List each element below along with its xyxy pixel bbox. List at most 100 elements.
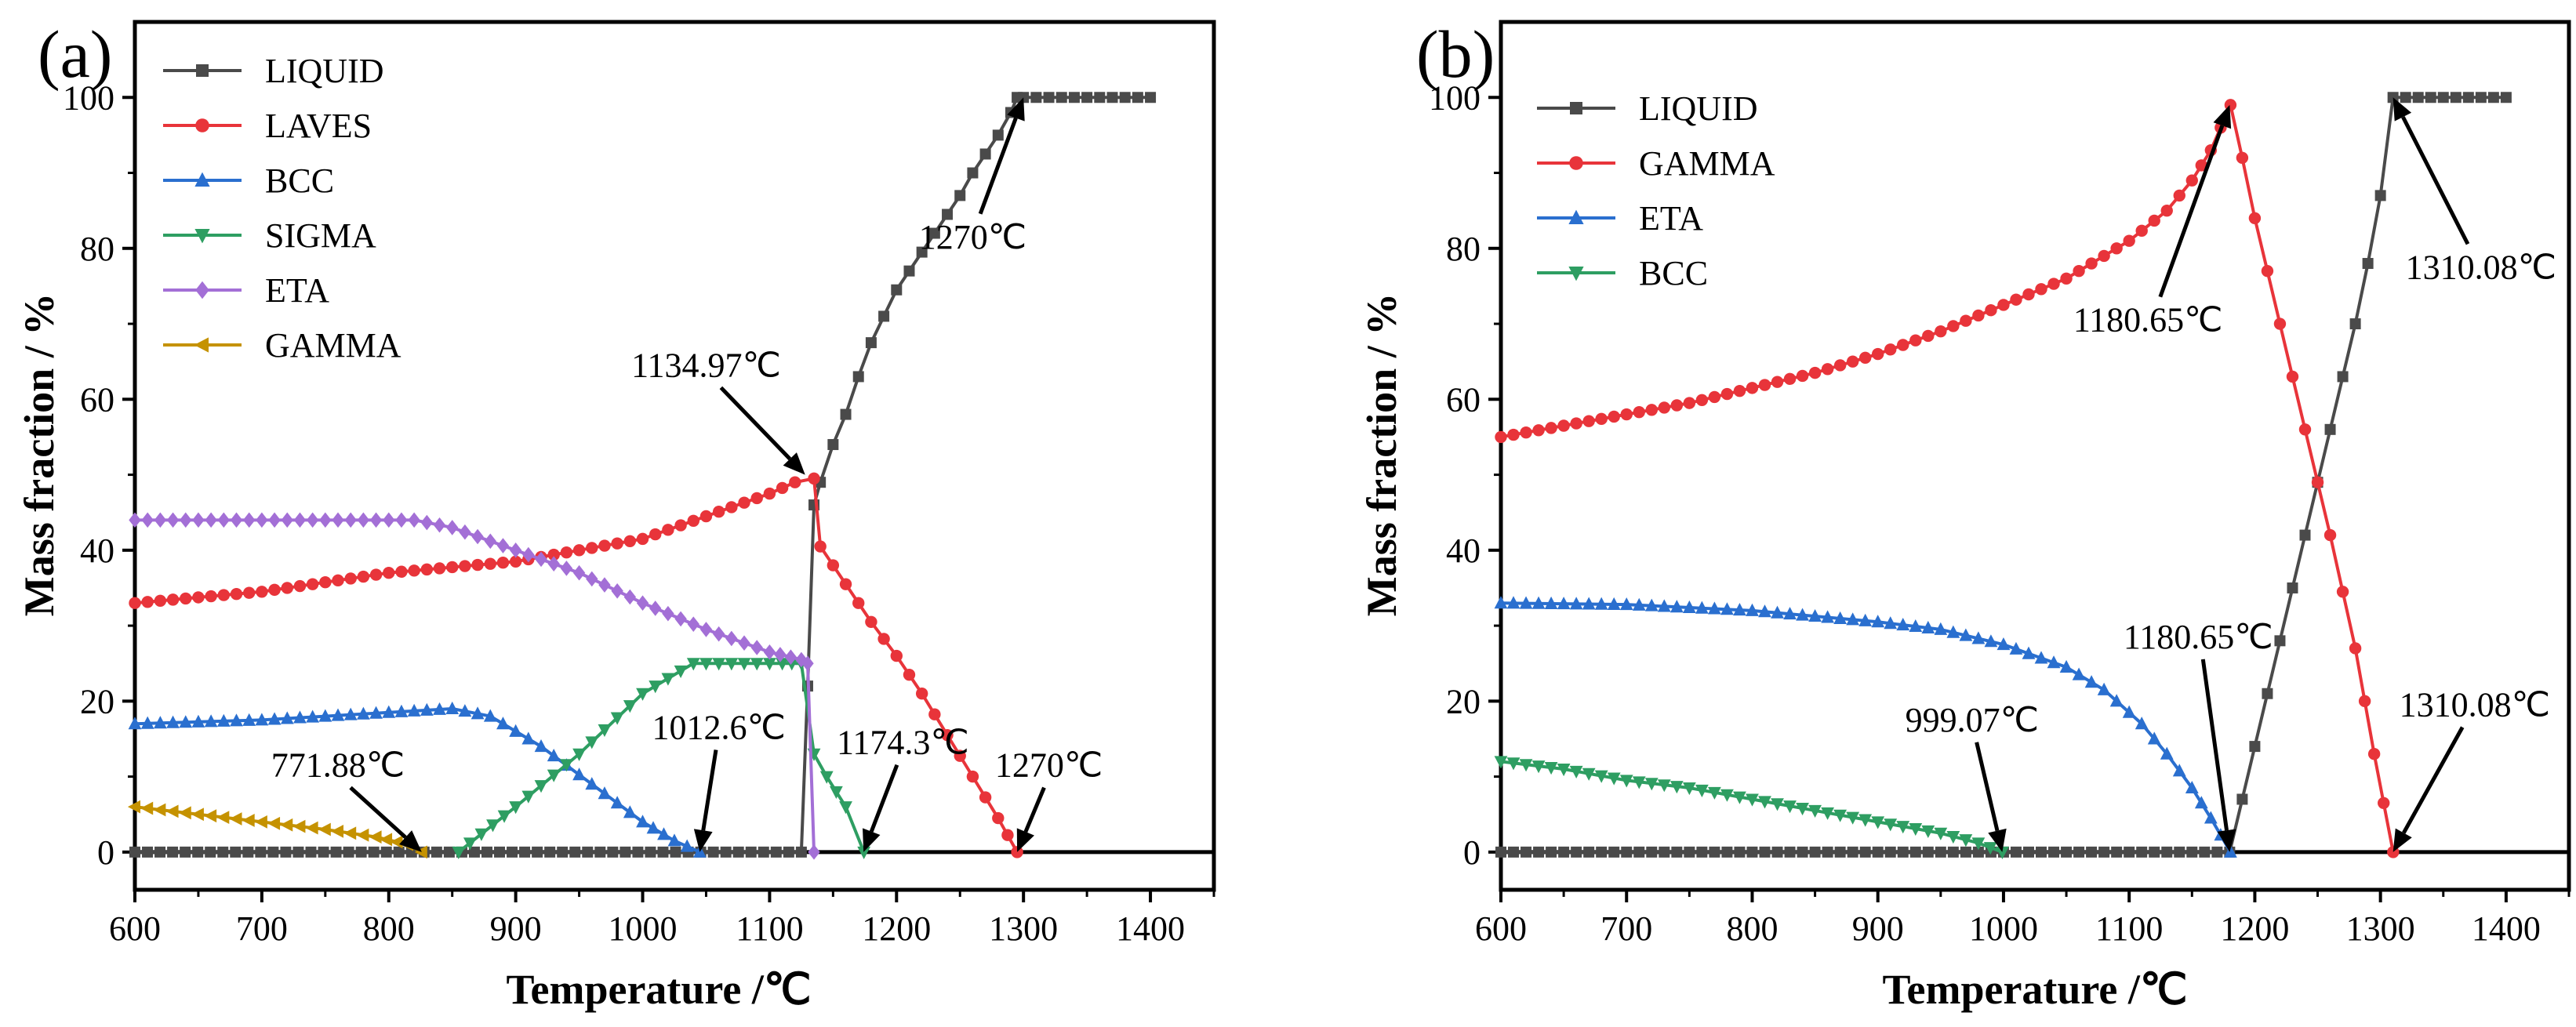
data-point: [586, 542, 598, 554]
data-point: [674, 519, 687, 532]
data-point: [452, 846, 466, 859]
annotation-arrow-shaft: [869, 764, 899, 833]
data-point: [1608, 410, 1620, 423]
data-point: [623, 805, 637, 818]
data-point: [2262, 688, 2273, 699]
data-point: [2085, 257, 2098, 270]
data-point: [1758, 604, 1771, 618]
data-point: [1884, 616, 1898, 630]
data-point: [1132, 92, 1143, 103]
data-point: [623, 589, 637, 605]
data-point: [598, 786, 612, 800]
data-point: [433, 562, 446, 575]
x-tick-label: 1400: [1116, 909, 1185, 948]
data-point: [585, 736, 599, 749]
data-point: [720, 846, 732, 858]
data-point: [1632, 597, 1646, 611]
data-point: [191, 714, 205, 728]
data-point: [1632, 776, 1646, 789]
data-point: [992, 129, 1004, 141]
panel-b: (b) Temperature /℃ Mass fraction / % 600…: [1358, 16, 2571, 1013]
data-point: [369, 706, 383, 719]
legend-marker: [195, 281, 209, 299]
data-point: [1872, 347, 1884, 361]
data-point: [1858, 613, 1873, 626]
data-point: [2022, 846, 2034, 858]
data-point: [2273, 318, 2287, 330]
annotation-arrow-shaft: [978, 117, 1018, 215]
data-point: [1696, 846, 1708, 858]
data-point: [408, 512, 420, 528]
data-point: [789, 476, 801, 488]
data-point: [827, 439, 839, 451]
data-point: [572, 544, 586, 557]
data-point: [292, 846, 304, 858]
data-point: [1846, 355, 1859, 368]
data-point: [1659, 846, 1670, 858]
data-point: [725, 501, 738, 514]
data-point: [318, 822, 331, 836]
data-point: [1947, 846, 1959, 858]
data-point: [1001, 829, 1014, 841]
data-point: [2161, 846, 2173, 858]
data-point: [598, 539, 611, 552]
data-point: [2124, 846, 2135, 858]
legend-label: BCC: [265, 161, 334, 200]
data-point: [1669, 781, 1684, 794]
data-point: [280, 846, 292, 858]
data-point: [857, 846, 871, 859]
data-point: [2425, 92, 2436, 103]
data-point: [471, 706, 485, 720]
annotation-arrow-head: [1988, 828, 2007, 852]
data-point: [1771, 605, 1784, 619]
data-point: [343, 846, 354, 858]
data-point: [369, 830, 382, 844]
data-point: [1507, 428, 1520, 441]
data-point: [1644, 778, 1659, 791]
data-point: [585, 777, 599, 790]
data-point: [2073, 264, 2085, 278]
data-point: [2400, 92, 2411, 103]
data-point: [330, 824, 344, 838]
data-point: [1043, 92, 1055, 103]
data-point: [1571, 846, 1582, 858]
data-point: [636, 815, 649, 828]
data-point: [1996, 637, 2011, 651]
data-point: [619, 846, 631, 858]
data-point: [280, 711, 294, 724]
data-point: [1884, 343, 1897, 356]
data-point: [763, 487, 776, 500]
annotation: 999.07℃: [1906, 701, 2039, 852]
data-point: [890, 649, 903, 662]
data-point: [547, 749, 561, 762]
annotation: 771.88℃: [271, 746, 422, 852]
data-point: [547, 548, 560, 561]
y-axis-title: Mass fraction / %: [16, 293, 63, 616]
legend-label: BCC: [1639, 254, 1708, 292]
data-point: [636, 532, 649, 546]
legend-marker: [1570, 102, 1582, 114]
data-point: [1960, 846, 1971, 858]
data-point: [1959, 834, 1973, 847]
panel-label: (b): [1416, 16, 1495, 92]
data-point: [1569, 765, 1583, 778]
data-point: [2236, 151, 2249, 164]
data-point: [2412, 92, 2424, 103]
data-point: [699, 658, 713, 671]
data-point: [1909, 619, 1923, 633]
data-point: [166, 715, 180, 728]
data-point: [1808, 366, 1822, 379]
x-tick-label: 800: [1726, 909, 1778, 948]
data-point: [745, 846, 757, 858]
data-point: [738, 635, 750, 651]
data-point: [674, 665, 688, 678]
annotation-arrow-shaft: [701, 749, 718, 831]
data-point: [1971, 631, 1986, 644]
data-point: [192, 591, 205, 604]
data-point: [330, 846, 342, 858]
annotation-arrow-shaft: [719, 386, 792, 461]
data-point: [140, 716, 154, 729]
data-point: [649, 601, 662, 616]
data-point: [357, 570, 370, 583]
